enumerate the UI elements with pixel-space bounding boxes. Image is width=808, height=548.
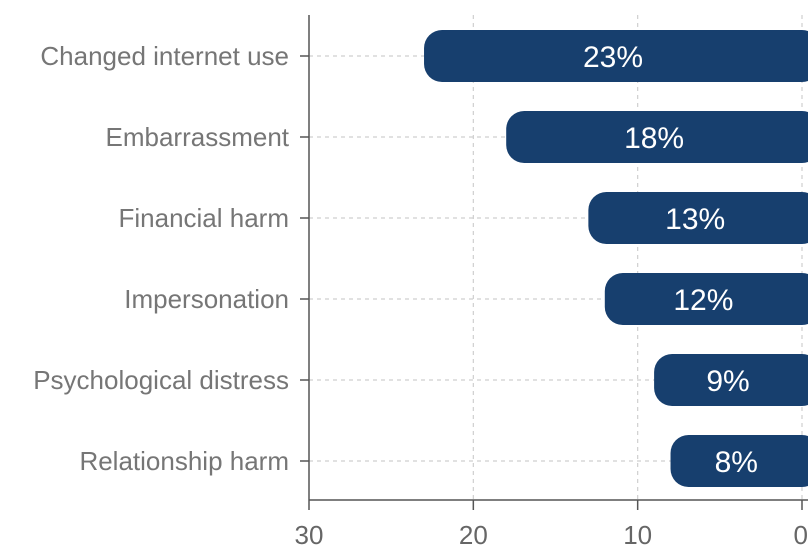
grid-layer [309, 15, 803, 500]
data-label: 23% [583, 41, 643, 74]
x-axis-ticks: 30 20 10 0 [295, 500, 808, 548]
data-label: 9% [706, 365, 749, 398]
category-label: Embarrassment [106, 122, 290, 152]
data-label: 18% [624, 122, 684, 155]
category-labels: Changed internet use Embarrassment Financi… [33, 41, 309, 476]
data-label: 13% [665, 203, 725, 236]
data-label: 12% [673, 284, 733, 317]
bar [506, 111, 808, 163]
bar [670, 435, 808, 487]
x-tick-label: 20 [459, 520, 488, 548]
x-tick-label: 10 [623, 520, 652, 548]
category-label: Psychological distress [33, 365, 289, 395]
bar [588, 192, 808, 244]
bar [424, 30, 808, 82]
bar-layer: 23% 18% 13% 12% 9% 8% [424, 30, 808, 487]
bar [654, 354, 808, 406]
x-tick-label: 30 [295, 520, 324, 548]
category-label: Changed internet use [40, 41, 289, 71]
bar [604, 273, 808, 325]
category-label: Relationship harm [79, 446, 289, 476]
category-label: Impersonation [124, 284, 289, 314]
category-label: Financial harm [118, 203, 289, 233]
data-label: 8% [715, 446, 758, 479]
x-tick-label: 0 [794, 520, 808, 548]
